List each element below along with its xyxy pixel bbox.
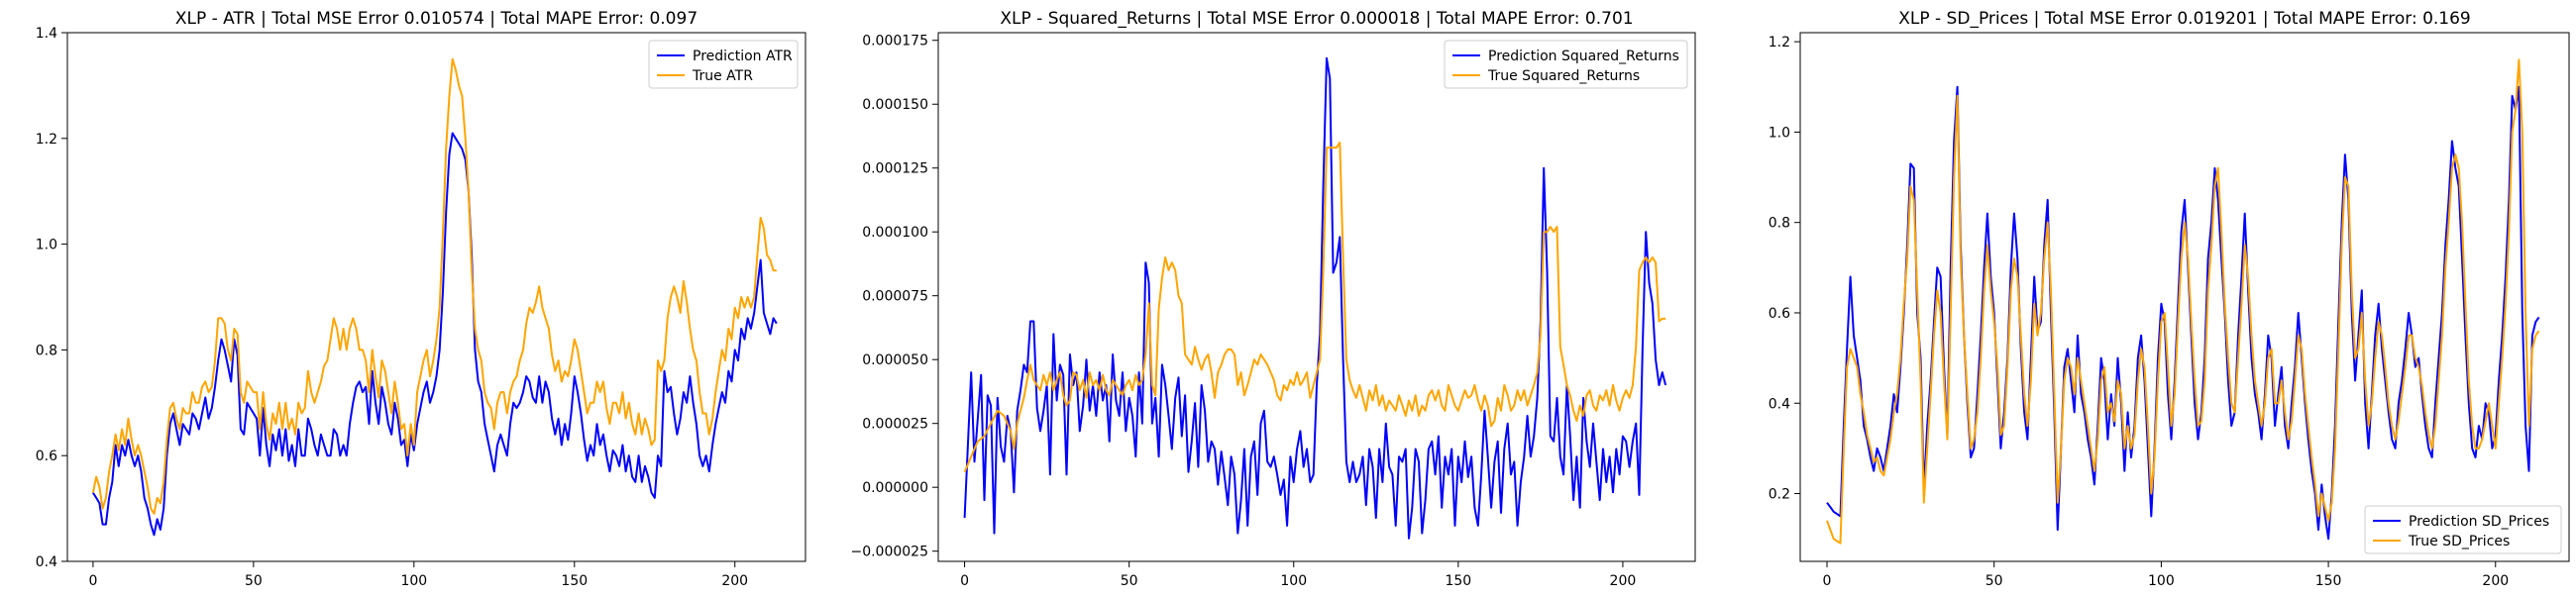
y-tick-label: 0.6 xyxy=(36,448,57,464)
y-tick-label: −0.000025 xyxy=(850,545,928,560)
y-tick-label: 0.000050 xyxy=(862,352,928,368)
y-tick-label: 0.4 xyxy=(36,554,57,570)
legend-box xyxy=(1444,40,1688,89)
chart-atr: XLP - ATR | Total MSE Error 0.010574 | T… xyxy=(36,9,806,589)
legend-box xyxy=(648,40,799,89)
y-tick-label: 0.000025 xyxy=(862,417,928,433)
y-tick-label: 1.2 xyxy=(1769,35,1790,50)
y-tick-label: 0.8 xyxy=(1769,216,1790,232)
legend-entry: True ATR xyxy=(692,68,753,84)
y-tick-label: 0.6 xyxy=(1769,306,1790,322)
axes-frame xyxy=(1799,32,2570,562)
axes-frame xyxy=(66,32,806,562)
y-tick-label: 1.0 xyxy=(1769,125,1790,141)
legend-sd-prices: Prediction SD_Prices True SD_Prices xyxy=(2364,505,2562,554)
x-tick-label: 50 xyxy=(1986,573,2003,589)
y-tick-label: 0.000000 xyxy=(862,480,928,496)
x-tick-label: 150 xyxy=(2315,573,2342,589)
x-tick-label: 200 xyxy=(2482,573,2509,589)
x-tick-label: 100 xyxy=(2148,573,2175,589)
y-tick-label: 0.000075 xyxy=(862,289,928,305)
x-tick-label: 100 xyxy=(1280,573,1307,589)
chart-squared-returns: XLP - Squared_Returns | Total MSE Error … xyxy=(850,9,1696,589)
x-tick-label: 200 xyxy=(1610,573,1637,589)
x-tick-label: 50 xyxy=(1121,573,1138,589)
x-tick-label: 0 xyxy=(960,573,969,589)
legend-entry: Prediction SD_Prices xyxy=(2409,514,2549,530)
legend-entry: Prediction Squared_Returns xyxy=(1488,49,1679,64)
series-line-prediction xyxy=(92,132,778,537)
y-tick-label: 0.8 xyxy=(36,343,57,358)
y-tick-label: 1.2 xyxy=(36,132,57,148)
legend-entry: True SD_Prices xyxy=(2408,534,2510,549)
legend-entry: Prediction ATR xyxy=(693,49,793,64)
series-line-true xyxy=(91,57,777,515)
chart-title: XLP - Squared_Returns | Total MSE Error … xyxy=(1000,9,1633,29)
x-tick-label: 0 xyxy=(1823,573,1832,589)
x-tick-label: 0 xyxy=(88,573,97,589)
x-tick-label: 100 xyxy=(400,573,427,589)
series-line-prediction xyxy=(963,56,1667,540)
y-tick-label: 0.4 xyxy=(1769,396,1790,412)
series-line-true xyxy=(1826,58,2540,545)
series-line-true xyxy=(963,141,1666,473)
legend-squared-returns: Prediction Squared_Returns True Squared_R… xyxy=(1444,40,1688,89)
x-tick-label: 50 xyxy=(245,573,263,589)
x-tick-label: 200 xyxy=(721,573,748,589)
axes-frame xyxy=(937,32,1696,562)
x-tick-label: 150 xyxy=(1445,573,1471,589)
y-tick-label: 0.000100 xyxy=(862,225,928,241)
y-tick-label: 0.000125 xyxy=(862,161,928,177)
legend-box xyxy=(2364,505,2562,554)
chart-title: XLP - SD_Prices | Total MSE Error 0.0192… xyxy=(1898,9,2471,29)
legend-atr: Prediction ATR True ATR xyxy=(648,40,799,89)
chart-title: XLP - ATR | Total MSE Error 0.010574 | T… xyxy=(175,9,698,29)
y-tick-label: 1.0 xyxy=(36,238,57,253)
x-tick-label: 150 xyxy=(561,573,588,589)
series-line-prediction xyxy=(1826,85,2540,541)
y-tick-label: 0.000150 xyxy=(862,97,928,113)
y-tick-label: 0.000175 xyxy=(862,34,928,50)
chart-sd-prices: XLP - SD_Prices | Total MSE Error 0.0192… xyxy=(1769,9,2570,589)
legend-entry: True Squared_Returns xyxy=(1487,68,1640,84)
y-tick-label: 1.4 xyxy=(36,26,57,42)
y-tick-label: 0.2 xyxy=(1769,487,1790,503)
